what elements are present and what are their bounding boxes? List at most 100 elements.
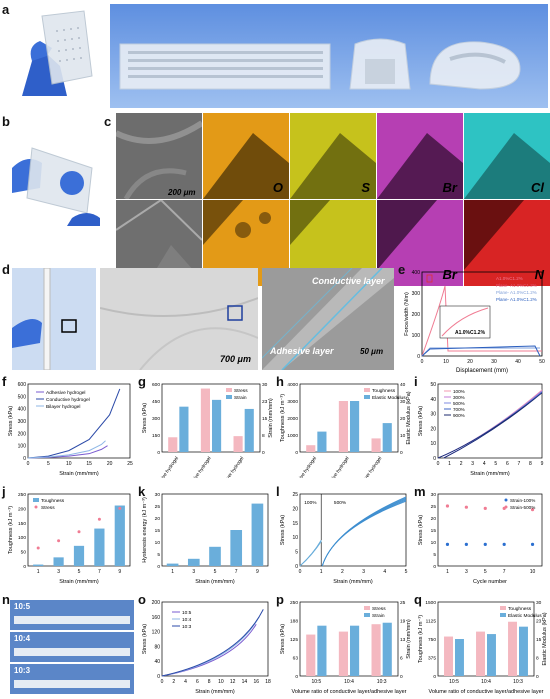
legend-item: Strain-500% bbox=[510, 505, 535, 510]
y-tick-label: 600 bbox=[18, 382, 27, 388]
x-tick-label: 16 bbox=[253, 679, 259, 685]
panel-label-o: o bbox=[138, 592, 146, 607]
panel-label-d: d bbox=[2, 262, 10, 277]
x-tick-label: 9 bbox=[541, 461, 544, 467]
y-axis-label: Toughness (kJ m⁻³) bbox=[418, 615, 424, 663]
x-tick-label: 5 bbox=[47, 461, 50, 467]
element-label: O bbox=[272, 180, 283, 195]
legend-item: Stress bbox=[234, 388, 248, 394]
legend-swatch bbox=[364, 388, 370, 392]
x-tick-label: 3 bbox=[192, 569, 195, 575]
adhesive-layer-label: Adhesive layer bbox=[270, 346, 334, 356]
y2-tick-label: 8 bbox=[536, 656, 539, 662]
bar bbox=[200, 388, 210, 452]
bar bbox=[114, 505, 125, 566]
y-tick-label: 450 bbox=[152, 399, 160, 405]
y2-tick-label: 30 bbox=[400, 399, 406, 405]
legend-item: A1.0%C1.2% bbox=[496, 276, 523, 281]
bar bbox=[94, 528, 105, 566]
bar bbox=[476, 631, 485, 676]
x-tick-label: Bilayer hydrogel bbox=[221, 456, 246, 478]
y-tick-label: 63 bbox=[293, 656, 299, 662]
y-tick-label: 20 bbox=[431, 516, 437, 522]
y2-tick-label: 10 bbox=[400, 433, 406, 439]
bar bbox=[338, 631, 348, 676]
x-tick-label: Bilayer hydrogel bbox=[359, 456, 384, 478]
chart-h: Adhesive hydrogel Conductive hydrogel Bila… bbox=[280, 382, 412, 478]
y-tick-label: 80 bbox=[154, 644, 160, 650]
plot-frame bbox=[161, 383, 261, 453]
y-tick-label: 20 bbox=[292, 506, 298, 512]
y-tick-label: 120 bbox=[152, 630, 161, 636]
plot-frame bbox=[437, 383, 543, 459]
y-tick-label: 1000 bbox=[287, 433, 298, 439]
sem-image-row1: 200 μm bbox=[116, 113, 202, 199]
panel-label-j: j bbox=[2, 484, 6, 499]
bilayer-ratio-photos: 10:5 10:4 10:3 bbox=[10, 598, 134, 696]
ratio-label: 10:4 bbox=[14, 634, 31, 643]
data-point bbox=[502, 542, 506, 546]
bar bbox=[244, 408, 254, 452]
bar bbox=[444, 636, 453, 676]
x-tick-label: 4 bbox=[483, 461, 486, 467]
x-tick-label: 0 bbox=[161, 679, 164, 685]
x-tick-label: 7 bbox=[517, 461, 520, 467]
legend-swatch bbox=[226, 388, 232, 392]
y-tick-label: 50 bbox=[21, 550, 27, 556]
legend-item: Elastic Modulus bbox=[372, 395, 406, 401]
panel-label-p: p bbox=[276, 592, 284, 607]
data-point bbox=[77, 530, 81, 534]
x-tick-label: 2 bbox=[341, 569, 344, 575]
series-line bbox=[321, 497, 407, 567]
y-tick-label: 600 bbox=[152, 382, 160, 388]
bar bbox=[350, 625, 360, 676]
bar bbox=[487, 634, 496, 676]
bar bbox=[317, 431, 327, 452]
legend-swatch bbox=[500, 606, 506, 610]
legend-item: 700% bbox=[453, 407, 465, 412]
bar bbox=[519, 626, 528, 676]
legend-item: Conductive hydrogel bbox=[46, 397, 90, 403]
y-tick-label: 4000 bbox=[287, 382, 298, 388]
chart-l: 0 1 2 3 4 5 0 5 10 15 20 25 100% 500% Strain (mm/mm) St… bbox=[280, 492, 408, 585]
y-tick-label: 200 bbox=[18, 431, 27, 437]
legend-item: Bilayer hydrogel bbox=[46, 404, 80, 410]
panel-label-i: i bbox=[414, 374, 418, 389]
x-tick-label: 18 bbox=[265, 679, 271, 685]
panel-label-m: m bbox=[414, 484, 426, 499]
data-point bbox=[464, 505, 468, 509]
y-tick-label: 0 bbox=[157, 450, 160, 456]
y-tick-label: 10 bbox=[292, 535, 298, 541]
x-tick-label: 6 bbox=[196, 679, 199, 685]
y2-tick-label: 40 bbox=[400, 382, 406, 388]
bar bbox=[73, 545, 85, 566]
y2-tick-label: 30 bbox=[262, 382, 268, 388]
panel-label-n: n bbox=[2, 592, 10, 607]
bilayer-sample-photo bbox=[12, 268, 96, 370]
x-tick-label: 10 bbox=[66, 461, 72, 467]
x-tick-label: 20 bbox=[107, 461, 113, 467]
x-axis-label: Volume ratio of conductive layer/adhesiv… bbox=[292, 689, 407, 695]
y2-tick-label: 19 bbox=[400, 619, 406, 625]
y-axis-label: Toughness (kJ m⁻³) bbox=[280, 394, 286, 442]
plot-frame bbox=[299, 383, 399, 453]
x-tick-label: 10:5 bbox=[311, 679, 321, 685]
legend-swatch bbox=[364, 395, 370, 399]
y-tick-label: 0 bbox=[417, 354, 420, 360]
legend-item: Plane- A1.0%C1.2% bbox=[496, 290, 537, 295]
y2-tick-label: 6 bbox=[400, 656, 403, 662]
panel-label-l: l bbox=[276, 484, 280, 499]
x-axis-label: Cycle number bbox=[473, 579, 507, 585]
ratio-label: 10:5 bbox=[14, 602, 31, 611]
chart-g: Adhesive hydrogel Conductive hydrogel Bila… bbox=[142, 382, 274, 478]
optical-micrograph: 700 μm bbox=[100, 268, 258, 370]
y-tick-label: 400 bbox=[18, 407, 27, 413]
y-tick-label: 40 bbox=[154, 659, 160, 665]
y-axis-label: Stress (kPa) bbox=[280, 624, 286, 654]
y-tick-label: 0 bbox=[433, 564, 436, 570]
x-tick-label: 10 bbox=[218, 679, 224, 685]
legend-item: Adhesive hydrogel bbox=[46, 390, 85, 396]
y-tick-label: 20 bbox=[430, 426, 436, 432]
chart-q: 10:5 10:4 10:3 0 0 375 8 750 15 1125 23 1500 30 Tough… bbox=[418, 600, 548, 695]
y2-tick-label: 25 bbox=[400, 600, 406, 606]
